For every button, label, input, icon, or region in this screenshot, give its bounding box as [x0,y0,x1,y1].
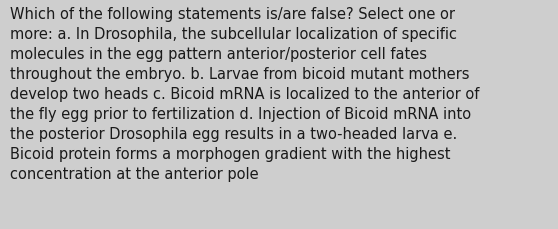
Text: Which of the following statements is/are false? Select one or
more: a. In Drosop: Which of the following statements is/are… [10,7,479,181]
